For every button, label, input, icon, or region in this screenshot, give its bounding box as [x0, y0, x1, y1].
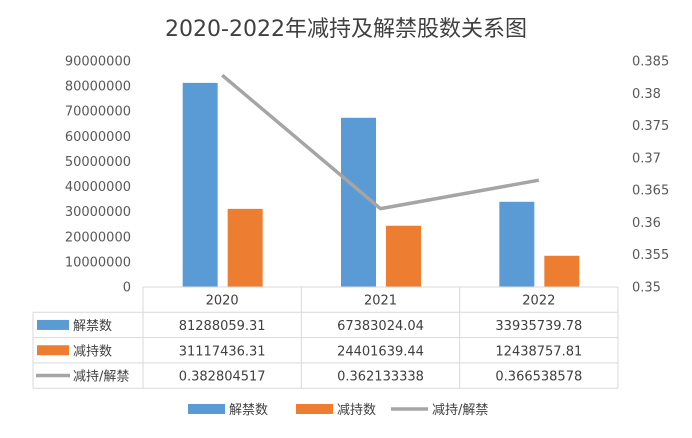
y-right-tick-label: 0.38 — [632, 87, 661, 102]
data-table: 2020 2021 2022 解禁数 81288059.31 67383024.04 339… — [32, 286, 619, 389]
y-right-tick-label: 0.355 — [632, 248, 669, 263]
x-tick-label: 2022 — [522, 294, 555, 309]
bar-reduce — [227, 208, 263, 287]
x-tick-label: 2020 — [206, 294, 239, 309]
y-right-tick-label: 0.375 — [632, 119, 669, 134]
table-legend-key — [37, 345, 69, 356]
data-label: 31117436.31 — [179, 344, 266, 359]
table-legend-key — [37, 319, 69, 330]
y-left-tick-label: 50000000 — [65, 155, 131, 170]
y-left-tick-label: 0 — [123, 281, 131, 296]
table-series-name: 减持数 — [73, 344, 112, 359]
legend-key — [296, 404, 333, 414]
data-label: 0.362133338 — [337, 370, 424, 385]
y-right-tick-label: 0.36 — [632, 216, 661, 231]
legend: 解禁数 减持数 减持/解禁 — [188, 403, 488, 418]
legend-label: 减持/解禁 — [432, 403, 488, 418]
bar-unlock — [341, 117, 376, 288]
y-right-tick-label: 0.37 — [632, 151, 661, 166]
y-left-tick-label: 80000000 — [65, 80, 131, 95]
x-tick-label: 2021 — [364, 294, 397, 309]
y-left-tick-label: 30000000 — [65, 205, 131, 220]
bar-unlock — [182, 82, 218, 287]
bars — [182, 82, 580, 288]
y-left-tick-label: 70000000 — [65, 105, 131, 120]
y-right-tick-label: 0.365 — [632, 184, 669, 199]
data-label: 12438757.81 — [495, 344, 582, 359]
legend-label: 减持数 — [337, 403, 376, 418]
data-label: 81288059.31 — [179, 319, 266, 334]
y-right-tick-label: 0.385 — [632, 55, 669, 70]
bar-reduce — [544, 255, 580, 287]
axes: 0 10000000 20000000 30000000 40000000 5000000… — [65, 55, 669, 296]
legend-key — [188, 404, 225, 414]
data-label: 33935739.78 — [495, 319, 582, 334]
data-label: 67383024.04 — [337, 319, 424, 334]
data-label: 24401639.44 — [337, 344, 424, 359]
y-left-tick-label: 60000000 — [65, 130, 131, 145]
bar-unlock — [499, 201, 535, 287]
table-series-name: 减持/解禁 — [73, 370, 129, 385]
y-left-tick-label: 10000000 — [65, 255, 131, 270]
data-label: 0.382804517 — [179, 370, 266, 385]
legend-label: 解禁数 — [229, 403, 268, 418]
chart-title: 2020-2022年减持及解禁股数关系图 — [165, 17, 527, 42]
y-left-tick-label: 40000000 — [65, 180, 131, 195]
line-ratio — [221, 73, 540, 211]
y-left-tick-label: 90000000 — [65, 55, 131, 70]
y-left-tick-label: 20000000 — [65, 230, 131, 245]
table-series-name: 解禁数 — [73, 319, 112, 334]
y-right-tick-label: 0.35 — [632, 281, 661, 296]
bar-reduce — [386, 225, 421, 287]
line-series — [221, 73, 540, 211]
data-label: 0.366538578 — [495, 370, 582, 385]
